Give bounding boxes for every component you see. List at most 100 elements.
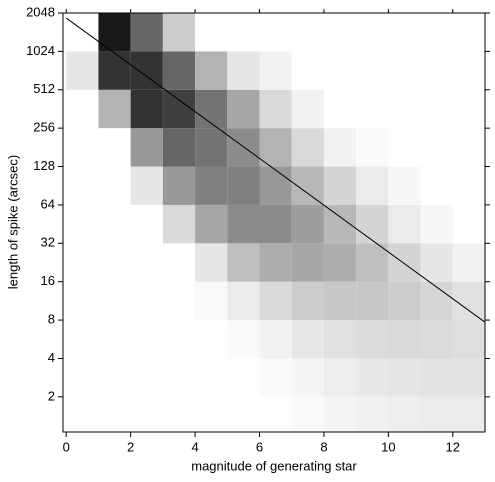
heat-cell: [323, 243, 357, 282]
heat-cell: [388, 204, 421, 244]
x-tick-label: 0: [63, 439, 70, 454]
heat-cell: [195, 51, 228, 90]
y-axis-label: length of spike (arcsec): [5, 155, 20, 289]
heat-cell: [130, 281, 163, 321]
heat-cell: [291, 358, 324, 397]
heat-cell: [291, 204, 324, 244]
heat-cell: [356, 166, 389, 205]
heat-cell: [356, 51, 389, 90]
heat-cell: [195, 128, 228, 167]
x-tick-label: 2: [127, 439, 134, 454]
heat-cell: [452, 166, 485, 205]
heat-cell: [259, 243, 292, 282]
heat-cell: [259, 320, 292, 359]
y-tick-label: 512: [33, 81, 55, 96]
heat-cell: [452, 204, 485, 244]
y-tick-label: 128: [33, 158, 55, 173]
heat-cell: [452, 13, 485, 52]
heat-cell: [195, 396, 228, 432]
heat-cell: [162, 320, 196, 359]
heat-cell: [323, 396, 357, 432]
heat-cell: [356, 358, 389, 397]
heat-cell: [162, 13, 196, 52]
heat-cell: [98, 320, 131, 359]
y-tick-label: 2048: [26, 4, 55, 19]
y-tick-label: 8: [48, 312, 55, 327]
heat-cell: [162, 243, 196, 282]
heat-cell: [420, 243, 453, 282]
heat-cell: [195, 358, 228, 397]
heat-cell: [452, 396, 485, 432]
heat-cell: [356, 128, 389, 167]
heat-cell: [66, 51, 99, 90]
heat-cell: [66, 243, 99, 282]
heat-cell: [323, 320, 357, 359]
heat-cell: [130, 358, 163, 397]
heat-cell: [98, 128, 131, 167]
heat-cell: [323, 89, 357, 129]
heat-cell: [291, 243, 324, 282]
heat-cell: [98, 51, 131, 90]
heat-cell: [259, 128, 292, 167]
y-tick-label: 64: [41, 196, 55, 211]
heat-cell: [66, 320, 99, 359]
heat-cell: [66, 204, 99, 244]
heat-cell: [227, 128, 260, 167]
heat-cell: [66, 396, 99, 432]
plot-frame: [62, 12, 486, 433]
heat-cell: [130, 128, 163, 167]
heat-cell: [66, 13, 99, 52]
heat-cell: [66, 166, 99, 205]
heat-cell: [291, 396, 324, 432]
heat-cell: [356, 320, 389, 359]
heat-cell: [420, 281, 453, 321]
heat-cell: [98, 89, 131, 129]
heat-cell: [388, 51, 421, 90]
heat-cell: [420, 13, 453, 52]
heat-cell: [195, 281, 228, 321]
heat-cell: [98, 358, 131, 397]
heat-cell: [291, 13, 324, 52]
heat-cell: [66, 89, 99, 129]
fit-line: [65, 17, 486, 323]
heat-cell: [388, 128, 421, 167]
heat-cell: [227, 281, 260, 321]
heat-cell: [98, 243, 131, 282]
heat-cell: [227, 51, 260, 90]
heat-cell: [66, 358, 99, 397]
x-tick-label: 10: [381, 439, 395, 454]
heat-cell: [227, 320, 260, 359]
heat-cell: [323, 281, 357, 321]
heat-cell: [388, 281, 421, 321]
heat-cell: [388, 89, 421, 129]
heat-cell: [452, 51, 485, 90]
y-tick-label: 256: [33, 120, 55, 135]
y-tick-label: 2: [48, 388, 55, 403]
heat-cell: [130, 51, 163, 90]
y-tick-label: 32: [41, 235, 55, 250]
heat-cell: [98, 396, 131, 432]
heat-cell: [356, 243, 389, 282]
heat-cell: [323, 204, 357, 244]
heat-cell: [420, 204, 453, 244]
heat-cell: [227, 243, 260, 282]
heat-cell: [452, 128, 485, 167]
x-tick-label: 4: [191, 439, 198, 454]
heat-cell: [323, 358, 357, 397]
heat-cell: [130, 13, 163, 52]
heat-cell: [388, 243, 421, 282]
heat-cell: [130, 204, 163, 244]
heat-cell: [162, 89, 196, 129]
heat-cell: [420, 51, 453, 90]
heat-cell: [291, 128, 324, 167]
heat-cell: [195, 166, 228, 205]
heat-cell: [323, 128, 357, 167]
heat-cell: [388, 166, 421, 205]
heat-cell: [66, 281, 99, 321]
heat-cell: [452, 358, 485, 397]
heat-cell: [162, 51, 196, 90]
x-tick-label: 12: [446, 439, 460, 454]
heat-cell: [259, 358, 292, 397]
heat-cell: [98, 166, 131, 205]
